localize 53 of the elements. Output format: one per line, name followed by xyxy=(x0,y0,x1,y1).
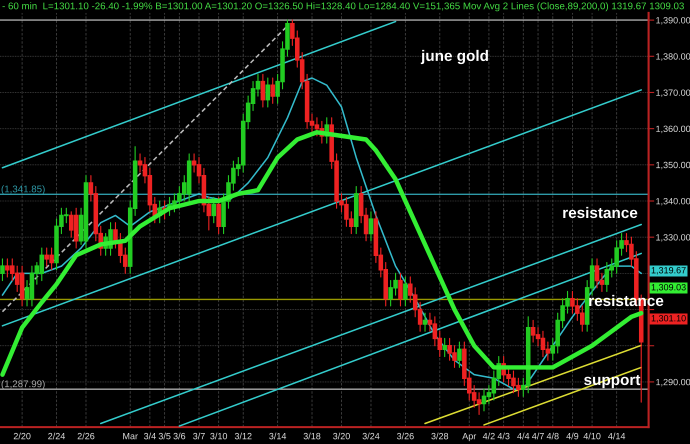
y-tick-label: 1,360.00 xyxy=(656,126,690,134)
y-tick-label: 1,350.00 xyxy=(656,162,690,170)
x-tick-label: 3/28 xyxy=(431,432,448,440)
y-tick-label: 1,390.00 xyxy=(656,17,690,25)
candlestick xyxy=(398,272,403,306)
candlestick xyxy=(368,211,374,242)
candlestick xyxy=(260,74,266,108)
x-tick-label: 2/24 xyxy=(48,432,66,440)
candlestick xyxy=(0,258,5,282)
x-tick-label: 3/18 xyxy=(304,432,320,440)
candlestick xyxy=(211,196,216,224)
x-tick-label: 2/20 xyxy=(14,432,31,440)
x-tick-label: 3/5 xyxy=(158,432,171,440)
annotation: resistance xyxy=(563,206,638,218)
candlestick xyxy=(442,338,447,358)
text: 1,301.10 xyxy=(652,315,686,322)
x-tick-label: 4/10 xyxy=(584,432,601,440)
x-tick-label: 3/4 xyxy=(144,432,156,440)
chart-title: - 60 min L=1301.10 -26.40 -1.99% B=1301.00 A=1301.20 O=1326.50 Hi=1328.40 Lo=1284.40 V=151,365 Mov Avg 2 Lines (Close,89,200,0) 1319.67 1309.03 xyxy=(2,2,684,12)
x-tick-label: 3/10 xyxy=(210,432,228,440)
ref-line-label: (1,287.99) xyxy=(2,380,45,390)
x-tick-label: 3/12 xyxy=(234,432,252,440)
x-tick-label: 3/6 xyxy=(173,432,186,440)
x-tick-label: 4/2 xyxy=(482,432,495,440)
x-tick-label: 4/14 xyxy=(608,432,626,440)
x-tick-label: 4/7 xyxy=(532,432,544,440)
candlestick xyxy=(216,196,221,234)
ref-line-label: (1,341.85) xyxy=(2,185,45,194)
x-tick-label: 3/7 xyxy=(193,432,205,440)
text: 1,309.03 xyxy=(652,284,686,292)
candlestick xyxy=(422,312,428,332)
x-tick-label: 3/24 xyxy=(362,432,380,440)
annotation: june gold xyxy=(420,50,488,64)
x-tick-label: 4/8 xyxy=(546,432,559,440)
y-tick-label: 1,340.00 xyxy=(656,198,690,206)
y-tick-label: 1,330.00 xyxy=(656,234,690,242)
candlestick xyxy=(270,77,275,104)
candlestick xyxy=(266,77,270,108)
x-tick-label: 3/26 xyxy=(396,432,414,440)
x-tick-label: Mar xyxy=(123,433,138,440)
y-tick-label: 1,370.00 xyxy=(656,89,690,97)
candlestick xyxy=(403,276,408,306)
x-tick-label: Apr xyxy=(462,433,476,442)
x-tick-label: 4/4 xyxy=(517,432,530,440)
candlestick xyxy=(457,342,462,368)
x-tick-label: 2/26 xyxy=(78,432,94,440)
x-tick-label: 3/14 xyxy=(269,432,286,440)
x-tick-label: 4/3 xyxy=(498,432,510,440)
y-tick-label: 1,290.00 xyxy=(656,378,690,386)
text: 1,319.67 xyxy=(652,267,686,274)
x-tick-label: 3/20 xyxy=(333,432,350,440)
y-tick-label: 1,380.00 xyxy=(656,53,690,61)
x-tick-label: 4/9 xyxy=(566,432,578,440)
